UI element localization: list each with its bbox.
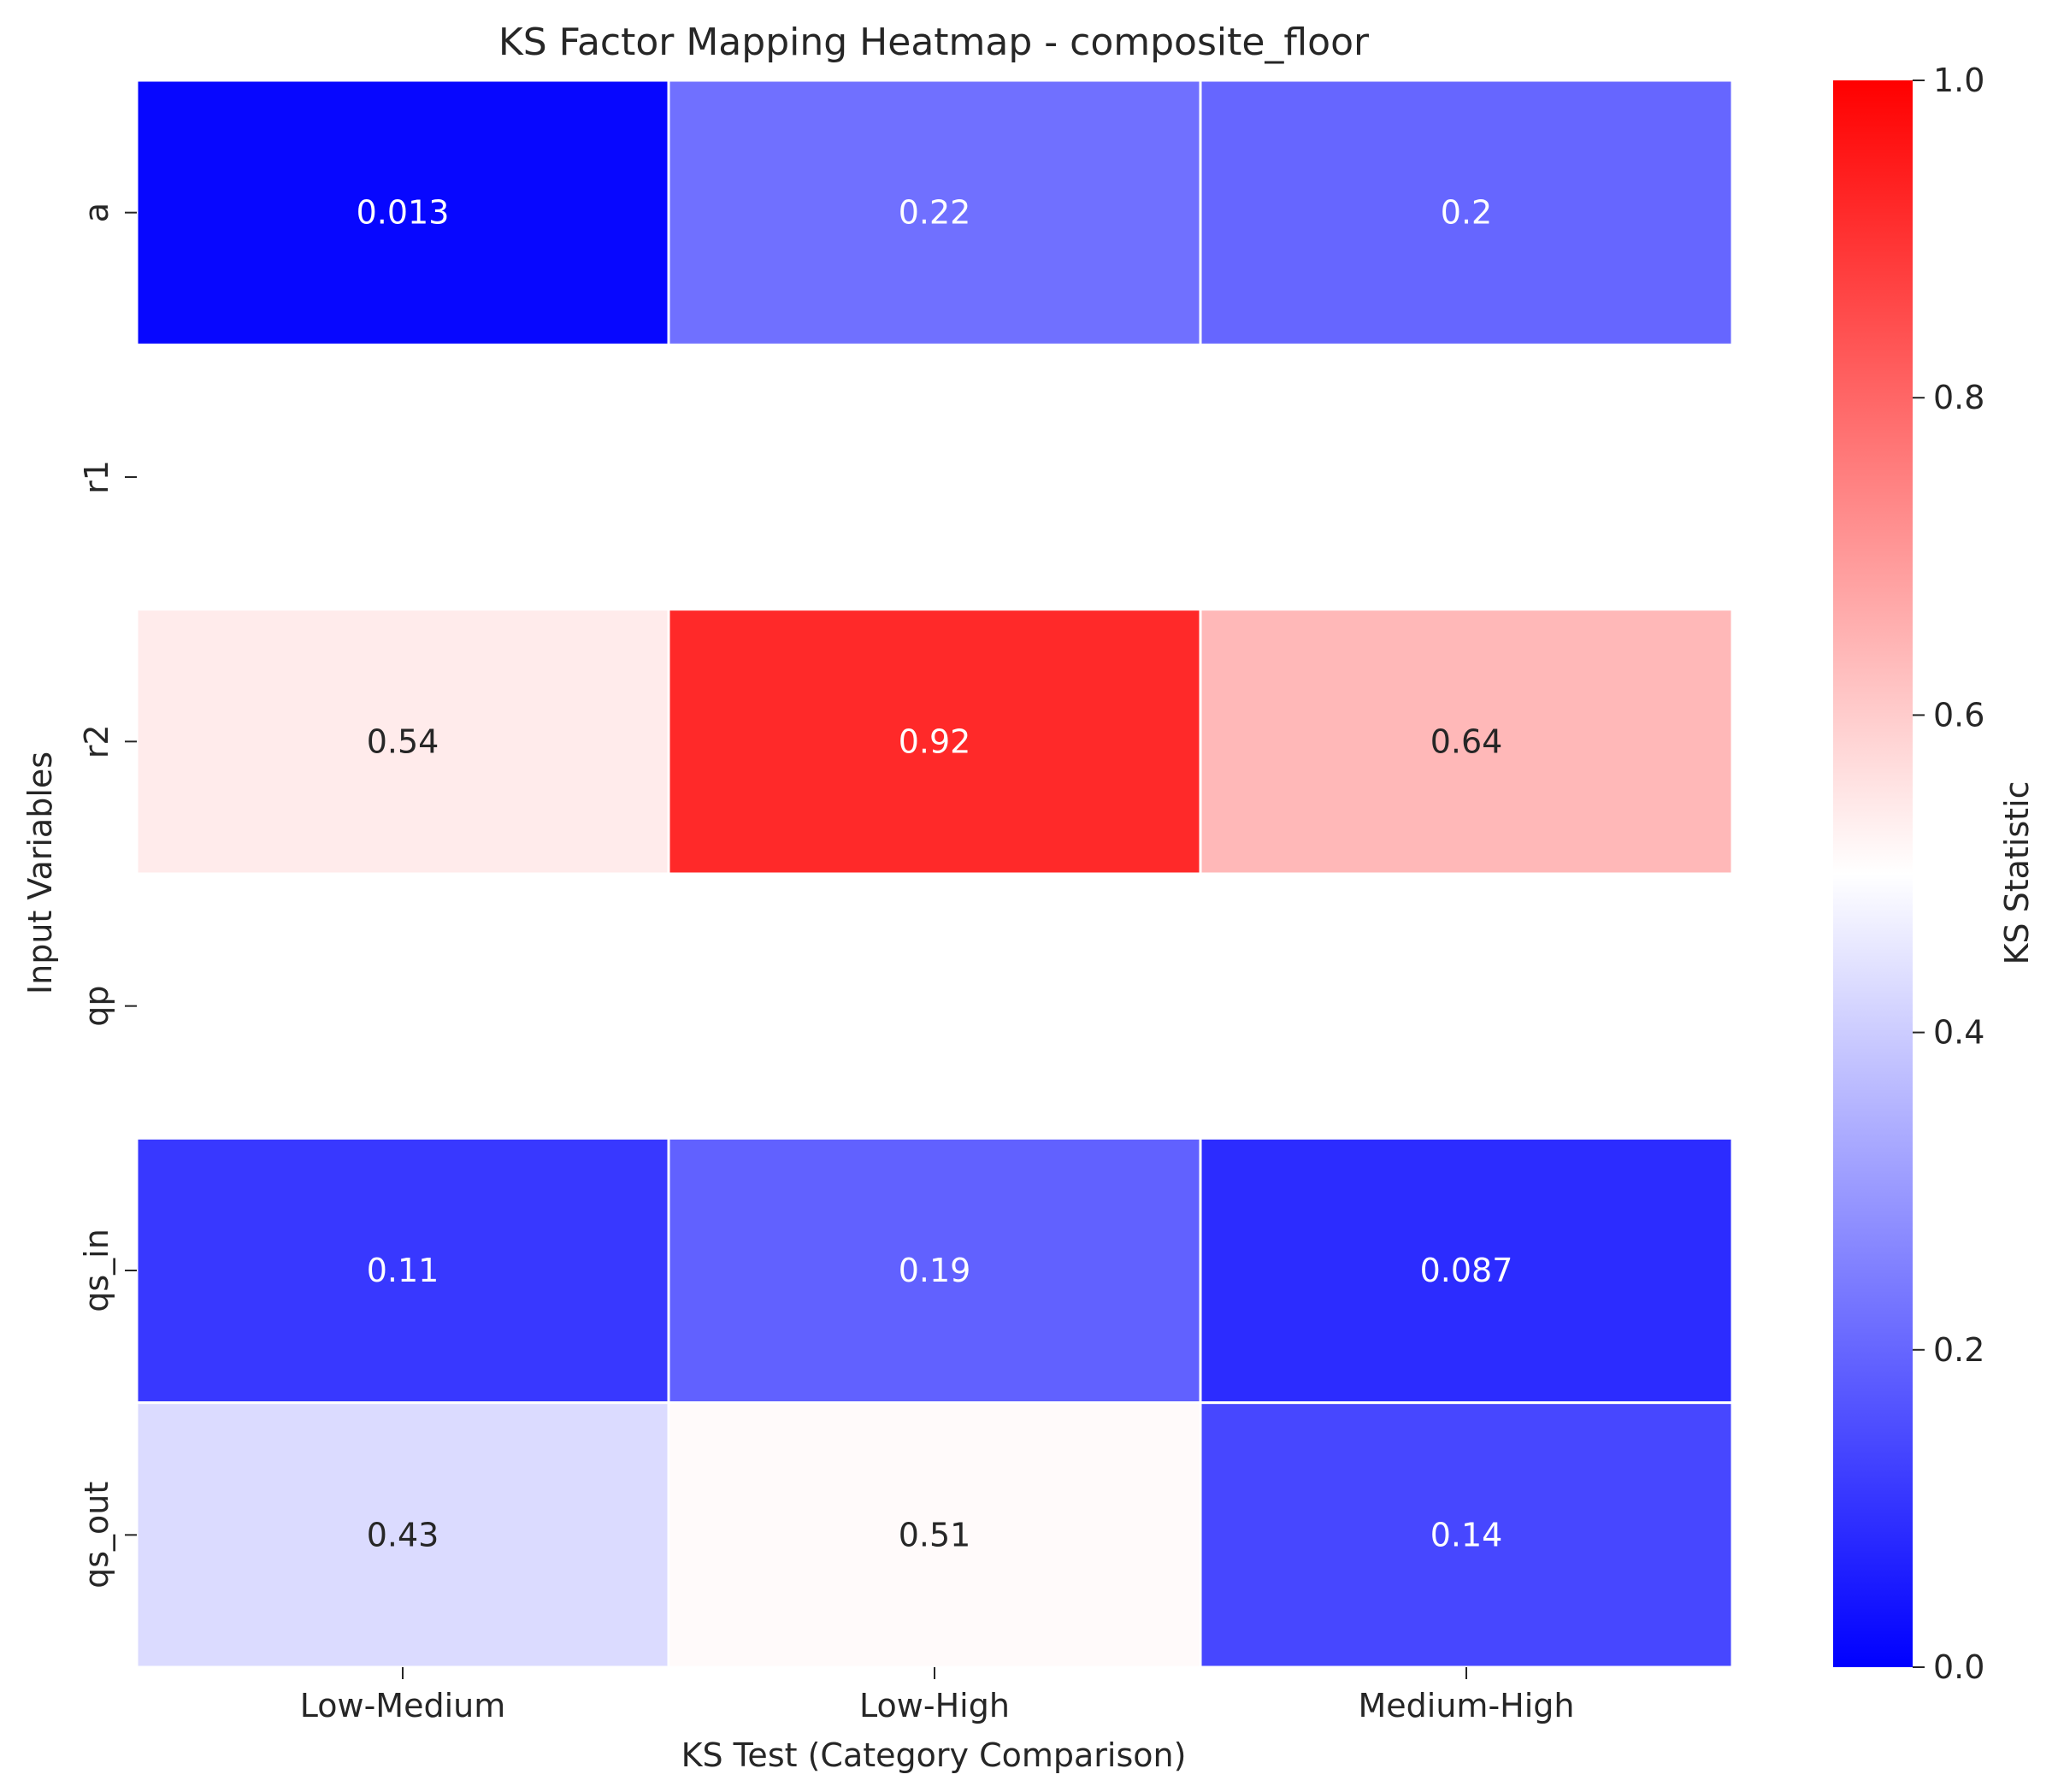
heatmap-cell bbox=[135, 1401, 670, 1669]
colorbar-tick-label: 0.0 bbox=[1933, 1648, 1984, 1686]
heatmap-cell bbox=[1199, 1136, 1734, 1405]
colorbar bbox=[1833, 80, 1913, 1667]
x-tick-label: Low-High bbox=[859, 1687, 1010, 1724]
cell-annotation: 0.22 bbox=[899, 194, 971, 232]
heatmap-cell bbox=[667, 79, 1202, 346]
cell-annotation: 0.54 bbox=[367, 722, 439, 760]
heatmap-cell bbox=[667, 608, 1202, 875]
x-tick-label: Low-Medium bbox=[300, 1687, 506, 1724]
colorbar-tick-label: 0.2 bbox=[1933, 1331, 1984, 1369]
cell-annotation: 0.51 bbox=[899, 1516, 971, 1553]
heatmap-cell bbox=[135, 79, 670, 346]
x-axis-label: KS Test (Category Comparison) bbox=[681, 1736, 1187, 1774]
y-axis-label: Input Variables bbox=[21, 752, 59, 994]
x-tick-label: Medium-High bbox=[1359, 1687, 1575, 1724]
heatmap-cells bbox=[135, 79, 1734, 1669]
cell-annotation: 0.14 bbox=[1430, 1516, 1503, 1553]
heatmap-cell bbox=[1199, 79, 1734, 346]
heatmap-cell bbox=[667, 1136, 1202, 1405]
y-axis: a r1 r2 qp qs_in qs_out bbox=[78, 203, 137, 1589]
cell-annotation: 0.92 bbox=[899, 722, 971, 760]
colorbar-ticks: 0.0 0.2 0.4 0.6 0.8 1.0 bbox=[1913, 62, 1984, 1686]
cell-annotation: 0.64 bbox=[1430, 722, 1503, 760]
colorbar-tick-label: 0.6 bbox=[1933, 696, 1984, 734]
y-tick-label: qs_out bbox=[78, 1482, 115, 1589]
x-axis: Low-Medium Low-High Medium-High bbox=[300, 1667, 1575, 1724]
heatmap-cell bbox=[1199, 1401, 1734, 1669]
y-tick-label: r2 bbox=[78, 724, 115, 758]
y-tick-label: a bbox=[78, 203, 115, 222]
cell-annotation: 0.2 bbox=[1441, 194, 1492, 232]
cell-annotation: 0.43 bbox=[367, 1516, 439, 1553]
y-tick-label: qp bbox=[78, 986, 115, 1027]
chart-title: KS Factor Mapping Heatmap - composite_fl… bbox=[498, 21, 1370, 64]
colorbar-tick-label: 1.0 bbox=[1933, 62, 1984, 99]
cell-annotation: 0.087 bbox=[1420, 1252, 1513, 1289]
cell-annotation: 0.19 bbox=[899, 1252, 971, 1289]
heatmap-annotations: 0.013 0.22 0.2 0.54 0.92 0.64 0.11 0.19 0.087 0.4… bbox=[357, 194, 1513, 1554]
heatmap-cell bbox=[135, 1136, 670, 1405]
heatmap-cell bbox=[1199, 608, 1734, 875]
y-tick-label: qs_in bbox=[78, 1229, 115, 1312]
y-tick-label: r1 bbox=[78, 460, 115, 494]
colorbar-tick-label: 0.4 bbox=[1933, 1014, 1984, 1052]
colorbar-label: KS Statistic bbox=[1998, 781, 2036, 964]
heatmap-cell bbox=[135, 608, 670, 875]
colorbar-tick-label: 0.8 bbox=[1933, 379, 1984, 416]
cell-annotation: 0.013 bbox=[357, 194, 450, 232]
cell-annotation: 0.11 bbox=[367, 1252, 439, 1289]
